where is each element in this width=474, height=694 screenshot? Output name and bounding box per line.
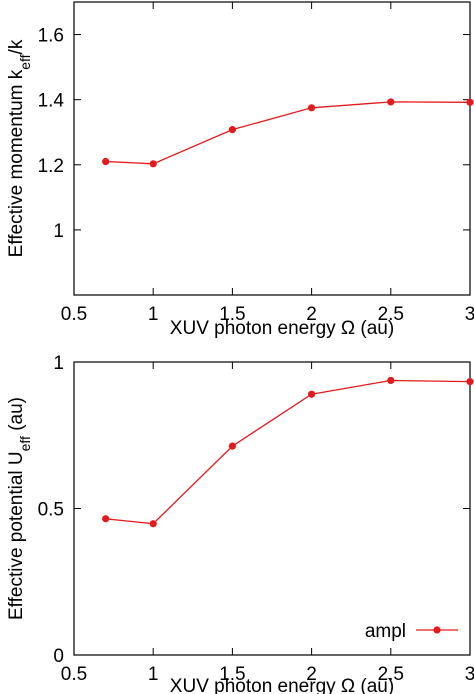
y-axis-label-sub: eff: [17, 54, 33, 69]
plot-frame: [73, 1, 471, 296]
series-line: [105, 101, 470, 165]
legend-label: ampl: [365, 621, 406, 642]
y-tick-label: 1: [53, 353, 64, 374]
data-point: [387, 376, 395, 385]
data-point: [149, 520, 157, 528]
plot-frame: [73, 361, 471, 656]
x-tick-label: 0.5: [61, 664, 87, 685]
y-axis-label-sub: eff: [17, 436, 33, 451]
y-axis-label-main: Effective potential U: [6, 451, 27, 620]
data-point: [149, 160, 157, 168]
x-tick-label: 1: [148, 304, 159, 325]
chart-1: 0.5 1 1.5 2 2.5 3 1 1.2 1.4 1.6 XUV photon energy …: [6, 1, 474, 339]
y-axis-label-main: Effective momentum k: [6, 69, 27, 257]
data-point: [228, 126, 236, 134]
y-axis-label-suffix: /k: [6, 39, 27, 54]
y-tick-label: 1.6: [38, 26, 64, 47]
x-tick-label: 1.5: [219, 304, 245, 325]
y-tick-label: 1.4: [38, 91, 65, 112]
y-axis-label-suffix: (au): [6, 397, 27, 436]
y-tick-label: 0: [53, 646, 64, 667]
x-tick-label: 2.5: [378, 304, 404, 325]
data-point: [102, 157, 110, 166]
x-tick-label: 3: [465, 664, 474, 685]
x-tick-label: 0.5: [61, 304, 87, 325]
data-point: [466, 378, 474, 386]
legend-marker: [433, 626, 441, 634]
x-tick-label: 2: [306, 304, 317, 325]
data-point: [308, 104, 316, 112]
y-tick-label: 0.5: [38, 500, 64, 521]
data-point: [387, 98, 395, 106]
series-line: [105, 379, 470, 525]
x-axis-label: XUV photon energy Ω (au): [170, 318, 394, 339]
y-tick-label: 1: [53, 221, 64, 242]
x-tick-label: 3: [465, 304, 474, 325]
x-tick-label: 1: [148, 664, 159, 685]
x-tick-label: 2: [306, 664, 317, 685]
y-tick-label: 1.2: [38, 156, 64, 177]
legend: ampl: [365, 621, 458, 642]
data-point: [228, 442, 236, 450]
x-tick-label: 2.5: [378, 664, 404, 685]
data-point: [308, 390, 316, 398]
x-tick-label: 1.5: [219, 664, 245, 685]
data-point: [466, 98, 474, 106]
y-axis-label: Effective momentum keff/k: [6, 39, 33, 257]
x-axis-label: XUV photon energy Ω (au): [170, 676, 394, 694]
y-axis-label: Effective potential Ueff (au): [6, 397, 33, 620]
data-point: [102, 515, 110, 523]
